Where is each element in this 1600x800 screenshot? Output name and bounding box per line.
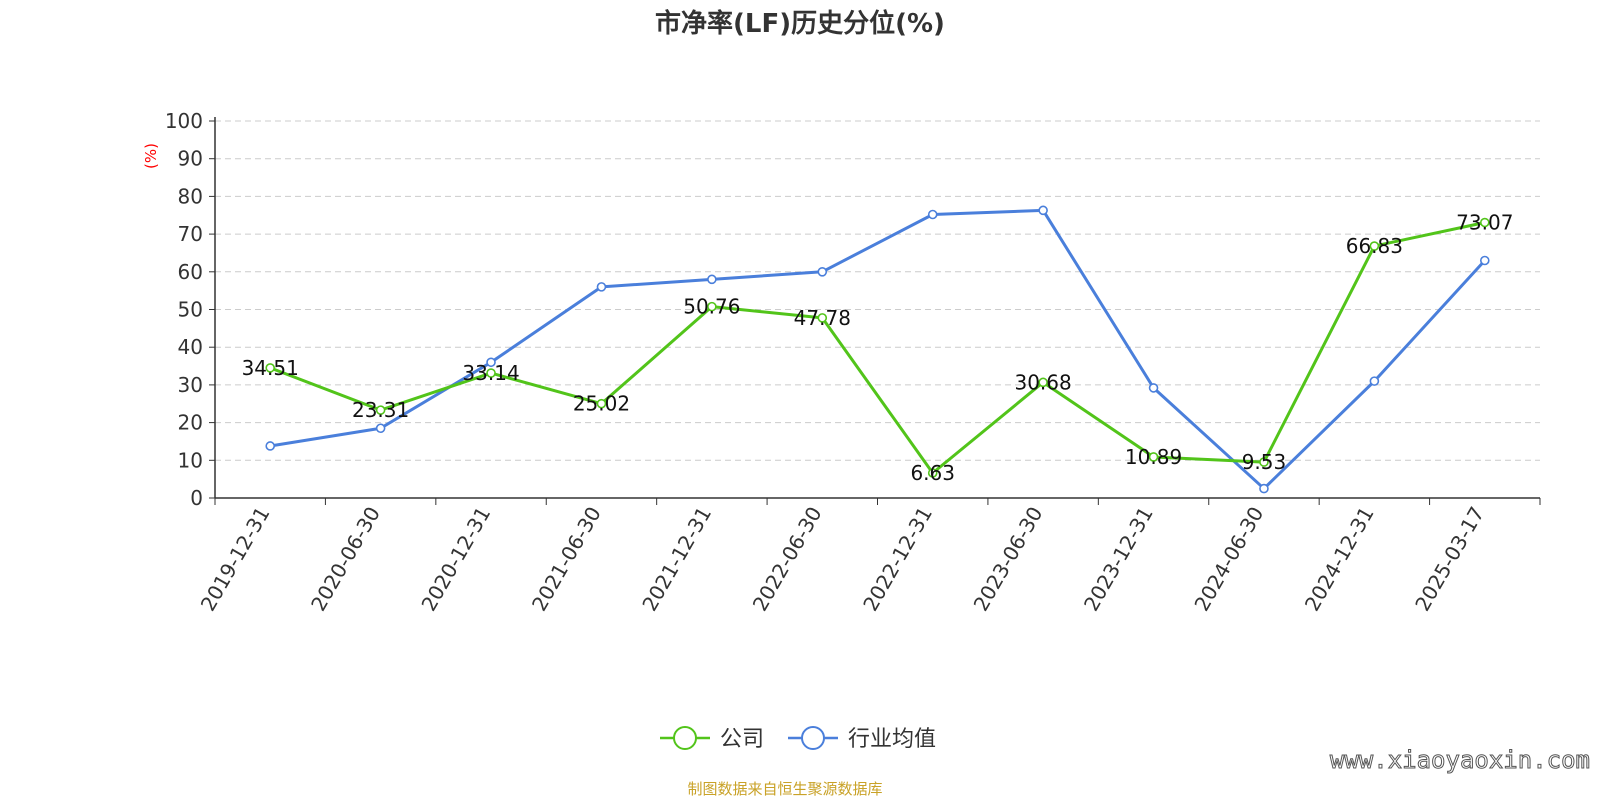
data-point[interactable] [596, 282, 607, 292]
data-point[interactable] [1369, 241, 1380, 251]
data-label: 30.68 [1014, 370, 1071, 394]
data-label: 73.07 [1456, 211, 1513, 235]
data-point[interactable] [375, 423, 386, 434]
legend-marker[interactable] [673, 726, 697, 750]
data-label: 47.78 [794, 306, 851, 330]
x-tick-label: 2019-12-31 [196, 503, 275, 616]
data-point[interactable] [1038, 377, 1048, 388]
data-point[interactable] [486, 357, 496, 368]
data-point[interactable] [596, 398, 607, 409]
data-point[interactable] [1369, 376, 1380, 386]
data-point[interactable] [707, 301, 717, 312]
y-tick-label: 90 [178, 147, 203, 171]
data-point[interactable] [817, 313, 828, 323]
legend[interactable]: 公司 行业均值 [660, 726, 936, 752]
data-point[interactable] [1479, 217, 1490, 228]
x-tick-label: 2022-12-31 [858, 502, 937, 615]
series-line [269, 221, 1486, 475]
data-point[interactable] [707, 274, 717, 285]
data-point[interactable] [375, 405, 386, 415]
data-label: 66.83 [1346, 234, 1403, 258]
data-label: 25.02 [573, 392, 630, 416]
data-labels: 34.51 23.31 33.14 25.02 50.76 47.78 6.63 30.68 1… [242, 211, 1514, 485]
data-label: 9.53 [1242, 450, 1287, 474]
watermark: www.xiaoyaoxin.com [1330, 746, 1590, 774]
data-point[interactable] [486, 368, 496, 378]
x-tick-label: 2024-06-30 [1189, 503, 1268, 616]
data-label: 34.51 [242, 356, 299, 380]
data-label: 6.63 [910, 461, 955, 485]
x-tick-label: 2023-12-31 [1079, 503, 1158, 616]
grid [215, 120, 1540, 461]
y-tick-label: 50 [178, 298, 203, 322]
y-tick-label: 80 [178, 184, 203, 208]
data-label: 23.31 [352, 398, 409, 422]
data-point[interactable] [265, 363, 276, 373]
data-point[interactable] [265, 441, 276, 451]
data-point[interactable] [927, 468, 938, 478]
data-label: 33.14 [462, 361, 519, 385]
y-tick-label: 100 [165, 109, 203, 133]
x-tick-label: 2022-06-30 [748, 503, 827, 616]
source-note: 制图数据来自恒生聚源数据库 [687, 780, 882, 798]
legend-label[interactable]: 公司 [720, 727, 764, 752]
series-line [269, 208, 1486, 491]
data-label: 50.76 [683, 295, 740, 319]
y-tick-label: 20 [178, 411, 203, 435]
legend-label[interactable]: 行业均值 [848, 727, 936, 752]
y-tick-label: 60 [178, 260, 203, 284]
chart-title: 市净率(LF)历史分位(%) [655, 8, 945, 39]
data-point[interactable] [1259, 483, 1269, 494]
x-tick-label: 2024-12-31 [1300, 503, 1379, 616]
data-point[interactable] [1259, 457, 1269, 467]
legend-marker[interactable] [801, 726, 825, 750]
x-tick-label: 2023-06-30 [969, 503, 1048, 616]
series [265, 205, 1490, 494]
x-tick-label: 2021-06-30 [527, 503, 606, 616]
y-tick-label: 0 [190, 486, 203, 510]
y-tick-label: 10 [178, 448, 203, 472]
data-point[interactable] [1148, 383, 1159, 393]
y-tick-label: 40 [178, 335, 203, 359]
data-label: 10.89 [1125, 445, 1182, 469]
x-tick-label: 2025-03-17 [1410, 503, 1489, 616]
data-point[interactable] [927, 209, 938, 220]
data-point[interactable] [1038, 205, 1048, 216]
data-point[interactable] [817, 266, 828, 277]
x-tick-label: 2020-12-31 [416, 502, 495, 615]
y-tick-label: 30 [178, 373, 203, 397]
x-tick-label: 2020-06-30 [306, 503, 385, 616]
x-tick-label: 2021-12-31 [637, 503, 716, 616]
y-tick-label: 70 [178, 222, 203, 246]
y-axis-unit-label: (%) [142, 143, 160, 169]
data-point[interactable] [1479, 255, 1490, 266]
data-point[interactable] [1148, 452, 1159, 462]
